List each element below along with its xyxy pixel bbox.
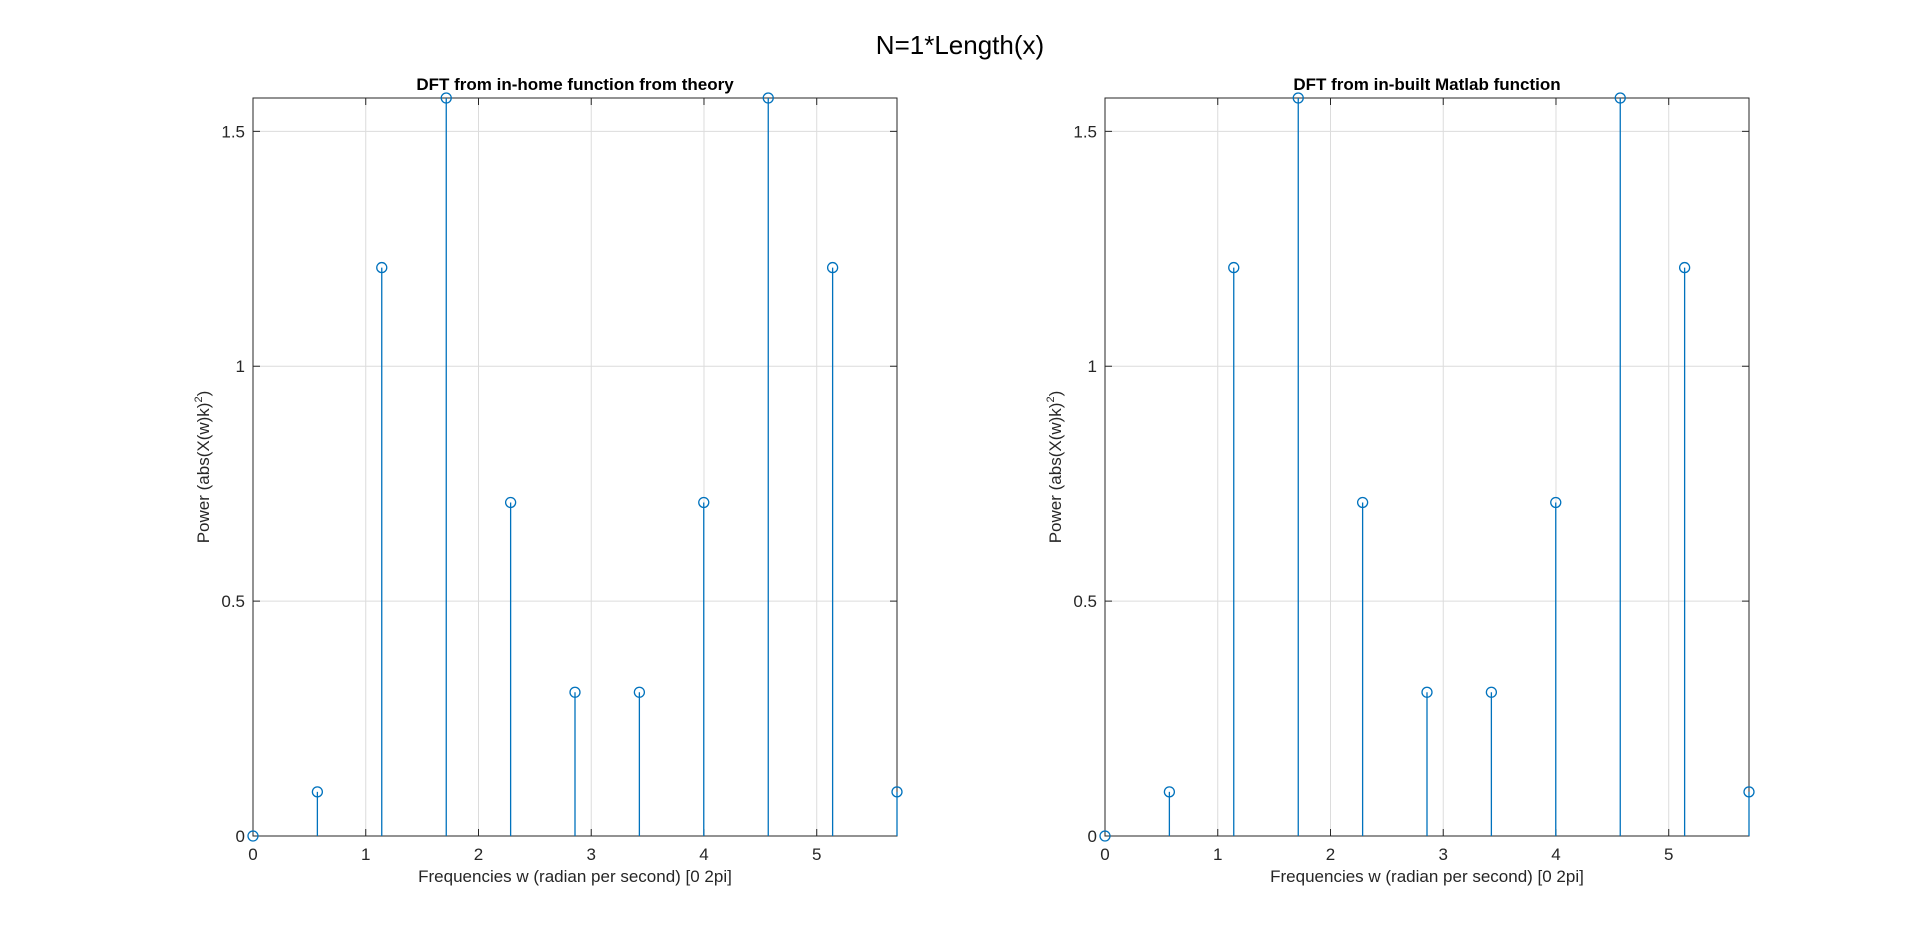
figure-title: N=1*Length(x) xyxy=(875,30,1045,60)
y-tick-label: 0.5 xyxy=(221,592,245,611)
x-tick-label: 3 xyxy=(587,845,596,864)
stem-marker xyxy=(569,686,581,698)
stem-marker xyxy=(1292,92,1304,104)
axes-title: DFT from in-built Matlab function xyxy=(1293,75,1560,94)
y-tick-label: 1 xyxy=(236,357,245,376)
axes-panel-1: 0 1 2 3 4 5 0 0.5 1 1.5 DFT from in-home function … xyxy=(193,75,903,886)
stem-marker xyxy=(1614,92,1626,104)
stem-marker xyxy=(1743,786,1755,798)
stem-marker xyxy=(1421,686,1433,698)
stem-marker xyxy=(1163,786,1176,798)
stem-marker xyxy=(1356,496,1369,509)
stem-marker xyxy=(311,786,324,798)
x-axis-label: Frequencies w (radian per second) [0 2pi… xyxy=(418,867,732,886)
x-tick-label: 5 xyxy=(812,845,821,864)
x-tick-label: 2 xyxy=(1326,845,1335,864)
stem-marker xyxy=(247,830,259,842)
y-tick-label: 1 xyxy=(1088,357,1097,376)
stem-marker xyxy=(376,261,388,274)
x-tick-label: 5 xyxy=(1664,845,1673,864)
x-tick-label: 4 xyxy=(1551,845,1560,864)
x-tick-label: 3 xyxy=(1439,845,1448,864)
stem-marker xyxy=(891,786,903,798)
y-axis-label: Power (abs(X(w)k)2) xyxy=(1045,391,1065,544)
stem-marker xyxy=(1678,261,1691,274)
y-tick-label: 0 xyxy=(1088,827,1097,846)
y-tick-label: 1.5 xyxy=(1073,122,1097,141)
y-axis-label: Power (abs(X(w)k)2) xyxy=(193,391,213,544)
x-tick-label: 2 xyxy=(474,845,483,864)
stem-marker xyxy=(762,92,774,104)
stem-marker xyxy=(633,686,646,698)
stem-marker xyxy=(698,496,710,509)
stem-marker xyxy=(826,261,839,274)
stem-marker xyxy=(1485,686,1498,698)
x-tick-label: 0 xyxy=(248,845,257,864)
x-axis-label: Frequencies w (radian per second) [0 2pi… xyxy=(1270,867,1584,886)
x-tick-label: 0 xyxy=(1100,845,1109,864)
x-tick-label: 1 xyxy=(1213,845,1222,864)
x-tick-label: 4 xyxy=(699,845,708,864)
y-tick-label: 0.5 xyxy=(1073,592,1097,611)
axes-panel-2: 0 1 2 3 4 5 0 0.5 1 1.5 DFT from in-built Matlab f… xyxy=(1045,75,1755,886)
stem-marker xyxy=(1228,261,1240,274)
stem-marker xyxy=(440,92,452,104)
stem-marker xyxy=(504,496,517,509)
stem-marker xyxy=(1099,830,1111,842)
y-tick-label: 1.5 xyxy=(221,122,245,141)
x-tick-label: 1 xyxy=(361,845,370,864)
stem-marker xyxy=(1550,496,1562,509)
axes-title: DFT from in-home function from theory xyxy=(416,75,734,94)
y-tick-label: 0 xyxy=(236,827,245,846)
